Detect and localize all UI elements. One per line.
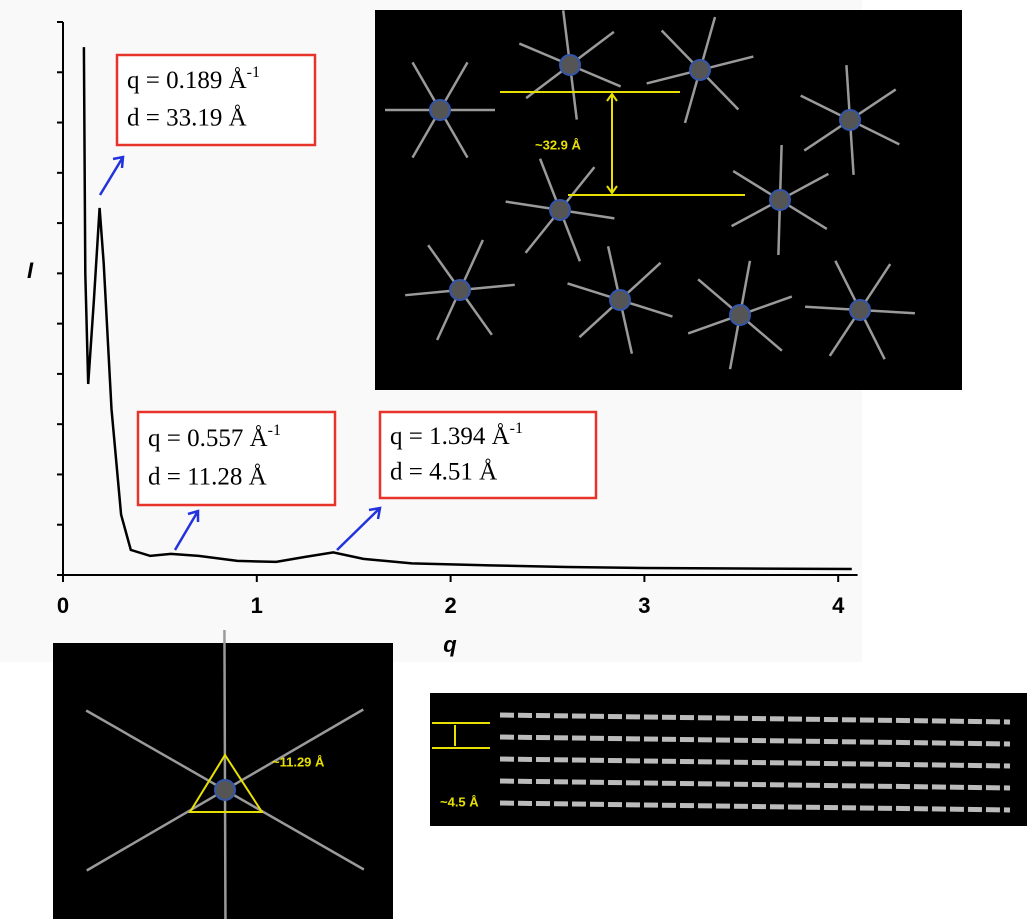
annotation-q: q = 0.189 Å xyxy=(127,67,247,94)
annotation-line: q = 0.189 Å-1 xyxy=(127,64,260,94)
annotation-q: q = 0.557 Å xyxy=(148,425,268,452)
molecule-core xyxy=(610,290,630,310)
molecule-core xyxy=(840,110,860,130)
annotation-q: q = 1.394 Å xyxy=(390,423,510,450)
x-tick-label: 4 xyxy=(832,593,845,618)
molecule-core xyxy=(550,200,570,220)
molecule-core xyxy=(450,280,470,300)
molecule-core xyxy=(215,780,235,800)
annotation-line: q = 0.557 Å-1 xyxy=(148,422,281,452)
molecule-core xyxy=(560,55,580,75)
inset-label: ~4.5 Å xyxy=(440,794,479,809)
x-tick-label: 0 xyxy=(57,593,69,618)
annotation-line: d = 4.51 Å xyxy=(390,459,497,486)
inset-label: ~11.29 Å xyxy=(272,754,325,769)
molecule-core xyxy=(770,190,790,210)
x-tick-label: 2 xyxy=(444,593,456,618)
inset-image xyxy=(375,10,962,390)
molecule-core xyxy=(730,305,750,325)
annotation-sup: -1 xyxy=(247,64,260,81)
annotation-sup: -1 xyxy=(510,419,523,436)
inset-label: ~32.9 Å xyxy=(535,137,582,152)
annotation-line: d = 33.19 Å xyxy=(127,105,247,132)
x-tick-label: 1 xyxy=(251,593,263,618)
annotation-line: q = 1.394 Å-1 xyxy=(390,419,523,449)
x-axis-label: q xyxy=(443,632,457,657)
x-tick-label: 3 xyxy=(638,593,650,618)
figure: 0 1 2 3 4 q I ~32.9 Å ~11.29 Å ~4.5 Å q = 0.… xyxy=(0,0,1027,919)
page: {"chart_data": {"type": "line", "x_label… xyxy=(0,0,1027,919)
molecule-core xyxy=(690,60,710,80)
y-axis-label: I xyxy=(27,258,34,283)
molecule-core xyxy=(850,300,870,320)
annotation-line: d = 11.28 Å xyxy=(148,464,267,491)
annotation-sup: -1 xyxy=(268,422,281,439)
molecule-core xyxy=(430,100,450,120)
